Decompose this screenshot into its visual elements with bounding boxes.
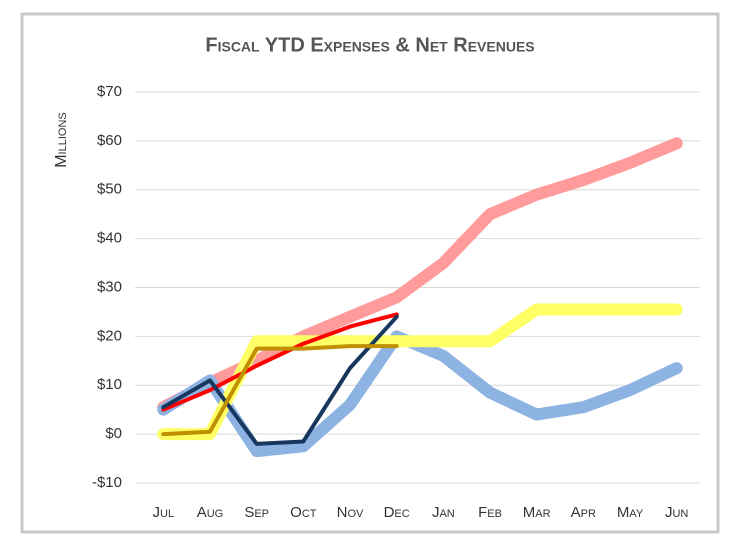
series-line <box>157 303 683 441</box>
x-tick-label: May <box>617 504 644 521</box>
y-tick-label: $10 <box>97 376 122 393</box>
chart-frame <box>20 12 720 534</box>
x-tick-label: Nov <box>337 504 364 521</box>
x-tick-label: Apr <box>571 504 596 521</box>
x-tick-label: Dec <box>384 504 410 521</box>
x-tick-label: Mar <box>523 504 551 521</box>
series-line <box>161 314 399 446</box>
y-tick-label: $20 <box>97 327 122 344</box>
y-tick-label: $0 <box>105 425 122 442</box>
y-tick-label: $30 <box>97 278 122 295</box>
x-tick-label: Oct <box>290 504 317 521</box>
x-tick-label: Jun <box>665 504 688 521</box>
y-tick-label: $70 <box>97 83 122 100</box>
x-tick-label: Sep <box>244 504 269 521</box>
x-tick-label: Jul <box>153 504 175 521</box>
y-tick-label: $40 <box>97 230 122 247</box>
x-tick-label: Feb <box>478 504 502 521</box>
series-line <box>161 344 399 437</box>
x-tick-label: Aug <box>197 504 224 521</box>
series-line <box>161 312 399 412</box>
chart-title: Fiscal YTD Expenses & Net Revenues <box>205 34 534 56</box>
y-tick-label: $50 <box>97 181 122 198</box>
x-tick-label: Jan <box>432 504 455 521</box>
y-axis-label: Millions <box>53 112 70 168</box>
y-tick-label: $60 <box>97 132 122 149</box>
y-tick-label: -$10 <box>92 474 122 491</box>
